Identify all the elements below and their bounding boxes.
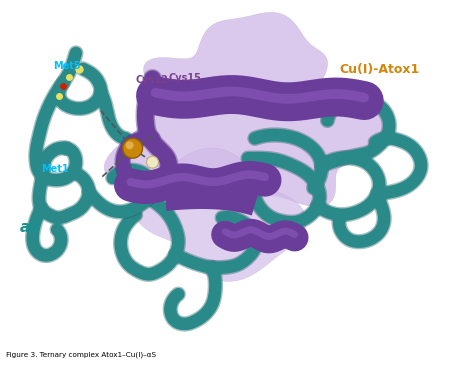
Circle shape [126, 141, 134, 149]
Text: Cys15: Cys15 [168, 73, 201, 83]
Circle shape [146, 156, 158, 168]
Text: Met1: Met1 [41, 164, 69, 174]
Text: Cys12: Cys12 [136, 75, 168, 85]
Text: Met5: Met5 [53, 61, 81, 71]
Text: Cu(I)-Atox1: Cu(I)-Atox1 [339, 63, 419, 76]
Text: Figure 3. Ternary complex Atox1–Cu(I)–αS: Figure 3. Ternary complex Atox1–Cu(I)–αS [6, 352, 156, 358]
Polygon shape [134, 148, 307, 281]
Text: aS: aS [19, 220, 41, 235]
Circle shape [123, 138, 143, 158]
Polygon shape [104, 12, 386, 207]
